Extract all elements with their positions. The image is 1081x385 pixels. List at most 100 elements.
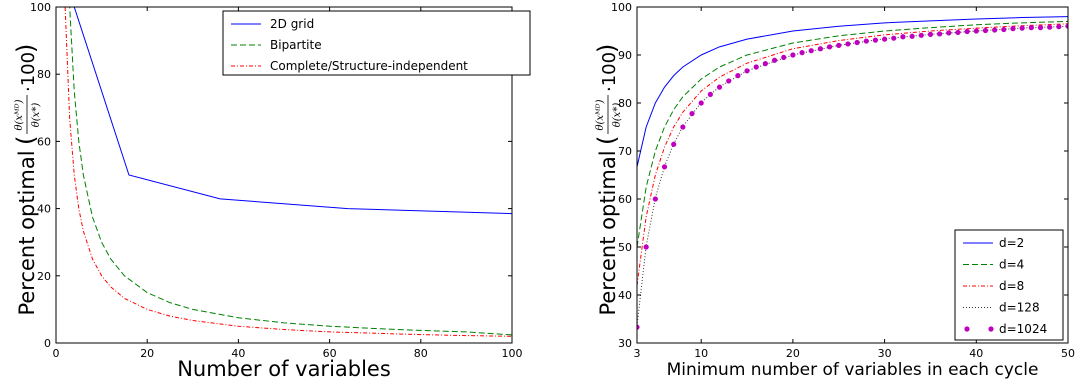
legend-swatch	[964, 326, 970, 332]
data-point	[992, 27, 998, 33]
y-axis-fraction-denominator: θ(x*)	[31, 103, 42, 128]
x-tick-label: 100	[502, 347, 523, 360]
chart-1: 0 20 40 60 80 100 0 20 40 60 80 100 Number of variab…	[12, 1, 531, 381]
y-axis-label: Percent optimal ( θ(xᴹᴰ) θ(x*) ·100)	[593, 44, 623, 316]
y-axis-paren-close: )	[593, 44, 621, 53]
data-point	[937, 31, 943, 37]
x-axis-label: Number of variables	[177, 357, 391, 381]
y-axis-label-text: Percent optimal	[15, 150, 39, 315]
legend: 2D grid Bipartite Complete/Structure-indep…	[222, 10, 531, 76]
data-point	[891, 35, 897, 41]
y-axis-suffix: ·100	[599, 52, 620, 92]
y-tick-label: 100	[30, 1, 51, 14]
legend-label: d=1024	[999, 322, 1047, 336]
x-tick-label: 30	[878, 347, 892, 360]
data-point	[881, 36, 888, 42]
x-axis-label: Minimum number of variables in each cycl…	[667, 360, 1039, 380]
data-point	[836, 42, 842, 49]
data-point	[652, 196, 658, 202]
legend-box	[954, 229, 1064, 341]
legend-swatch	[988, 326, 994, 332]
x-tick-label: 20	[140, 347, 154, 360]
y-tick-label: 80	[37, 68, 51, 81]
data-point	[973, 28, 979, 34]
series-line	[64, 7, 512, 337]
y-tick-label: 90	[618, 49, 632, 62]
series-line	[637, 25, 1068, 326]
data-point	[689, 110, 695, 117]
x-tick-label: 50	[1061, 347, 1075, 360]
data-point	[661, 164, 668, 170]
y-axis-fraction-numerator: θ(xᴹᴰ)	[595, 99, 606, 130]
data-point	[863, 38, 869, 44]
legend-label: Complete/Structure-independent	[270, 59, 468, 73]
data-point	[744, 68, 750, 74]
legend-label: d=4	[999, 258, 1024, 272]
data-point	[982, 27, 989, 34]
y-tick-label: 20	[37, 270, 51, 283]
x-tick-label: 40	[231, 347, 245, 360]
legend-label: d=128	[999, 301, 1040, 315]
data-point	[817, 46, 824, 52]
x-tick-label: 80	[414, 347, 428, 360]
data-point	[726, 78, 732, 84]
data-point	[671, 141, 677, 147]
data-point	[1010, 26, 1016, 32]
y-tick-label: 60	[618, 193, 632, 206]
y-axis-paren-close: )	[12, 44, 40, 53]
y-axis-suffix: ·100	[18, 52, 39, 92]
legend-label: d=2	[999, 236, 1024, 250]
series-line	[637, 20, 1068, 248]
data-point	[707, 91, 713, 97]
y-axis-paren-open: (	[593, 136, 621, 145]
data-point	[946, 30, 952, 36]
data-point	[1065, 23, 1068, 29]
data-point	[927, 31, 934, 37]
data-point	[900, 34, 906, 40]
data-point	[762, 61, 768, 67]
data-point	[716, 84, 723, 90]
y-tick-label: 40	[618, 289, 632, 302]
x-tick-label: 20	[786, 347, 800, 360]
y-tick-label: 70	[618, 145, 632, 158]
data-point	[790, 52, 796, 58]
y-axis-paren-open: (	[12, 136, 40, 145]
x-tick-label: 0	[53, 347, 60, 360]
data-point	[781, 54, 787, 61]
plot-frame	[636, 6, 1069, 344]
series-line	[65, 7, 512, 336]
data-point	[637, 324, 640, 330]
legend-box	[222, 10, 531, 76]
legend-label: 2D grid	[270, 17, 314, 31]
y-axis-label-text: Percent optimal	[596, 150, 620, 315]
data-point	[1047, 24, 1053, 30]
data-point	[808, 48, 814, 54]
data-point	[735, 73, 741, 79]
data-point	[1028, 25, 1034, 31]
x-tick-label: 10	[694, 347, 708, 360]
data-point	[854, 39, 860, 46]
legend-label: d=8	[999, 279, 1024, 293]
y-axis-fraction-denominator: θ(x*)	[612, 103, 623, 128]
x-tick-label: 40	[969, 347, 983, 360]
y-tick-label: 60	[37, 135, 51, 148]
legend-label: Bipartite	[270, 38, 322, 52]
data-point	[680, 124, 686, 130]
series-line	[73, 7, 512, 215]
series-group	[637, 16, 1068, 330]
data-point	[918, 32, 924, 38]
data-point	[643, 244, 649, 250]
y-tick-label: 40	[37, 203, 51, 216]
data-point	[771, 57, 778, 63]
data-point	[909, 33, 915, 39]
series-line	[637, 23, 1068, 286]
data-point	[826, 44, 833, 50]
y-tick-label: 50	[618, 241, 632, 254]
data-point	[1019, 25, 1025, 31]
data-point	[1037, 25, 1044, 31]
data-point	[1001, 26, 1007, 33]
data-point	[845, 41, 851, 47]
data-point	[753, 64, 759, 70]
data-point	[799, 50, 805, 56]
